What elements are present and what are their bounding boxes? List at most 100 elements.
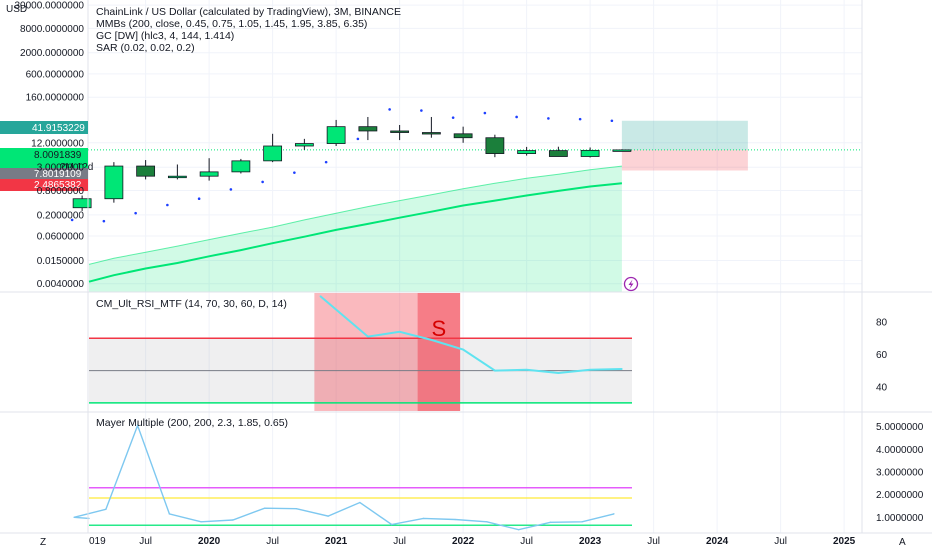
position-loss-zone xyxy=(621,149,748,171)
rsi-tick-label: 80 xyxy=(876,318,888,329)
sar-dot xyxy=(166,203,169,207)
time-tick-label: 2023 xyxy=(579,536,602,547)
time-tick-label: Jul xyxy=(520,536,533,547)
mayer-point xyxy=(232,519,234,521)
rsi-pane[interactable]: S xyxy=(89,293,632,411)
mayer-point xyxy=(263,507,266,509)
candle-body xyxy=(358,126,378,132)
price-tick-label: 0.2000000 xyxy=(37,210,85,221)
mayer-point xyxy=(73,516,75,518)
sar-dot xyxy=(578,117,582,121)
candle-body xyxy=(421,132,441,135)
rsi-point xyxy=(494,369,496,372)
time-tick-label: 2022 xyxy=(452,536,475,547)
rsi-sell-signal-zone xyxy=(417,293,461,411)
mmb-center-line xyxy=(88,182,623,283)
candle-body xyxy=(263,145,283,162)
time-tick-label: 2024 xyxy=(706,536,729,547)
rsi-point xyxy=(462,348,464,351)
time-tick-label: 2020 xyxy=(198,536,221,547)
mayer-legend[interactable]: Mayer Multiple (200, 200, 2.3, 1.85, 0.6… xyxy=(96,417,288,429)
mayer-point xyxy=(168,513,171,515)
sar-dot xyxy=(324,160,328,164)
mmb-band-fill xyxy=(89,166,622,292)
candle-body xyxy=(517,150,537,154)
price-tick-label: 30000.0000000 xyxy=(14,1,84,12)
mayer-point xyxy=(517,529,520,531)
mayer-point xyxy=(454,518,456,521)
sar-dot xyxy=(610,119,614,123)
mayer-tick-label: 4.0000000 xyxy=(876,445,924,456)
price-pane[interactable] xyxy=(70,108,862,292)
rsi-sell-signal-label: S xyxy=(432,316,447,341)
price-badges: 41.9153229 8.0091839 2M 12d 7.8019109 2.… xyxy=(0,121,93,191)
mayer-point xyxy=(422,517,425,520)
price-tick-label: 8000.0000000 xyxy=(20,24,84,35)
rsi-point xyxy=(589,368,591,371)
mayer-pane[interactable] xyxy=(73,423,632,531)
mayer-tick-label: 5.0000000 xyxy=(876,422,924,433)
candle-body xyxy=(485,137,505,154)
mayer-point xyxy=(359,501,361,504)
mayer-point xyxy=(295,507,298,510)
chart-title[interactable]: ChainLink / US Dollar (calculated by Tra… xyxy=(96,6,401,18)
candle-body xyxy=(548,150,568,157)
mayer-point xyxy=(390,523,393,526)
time-tick-label: 2021 xyxy=(325,536,348,547)
rsi-tick-label: 40 xyxy=(876,382,888,393)
candle-body xyxy=(390,130,410,133)
sar-dot xyxy=(388,108,391,111)
price-tick-label: 160.0000000 xyxy=(26,93,85,104)
stop-price-text: 2.4865382 xyxy=(34,180,82,191)
candle-body xyxy=(199,171,219,177)
time-tick-label: 019 xyxy=(89,536,106,547)
candle-body xyxy=(167,175,187,179)
sar-dot xyxy=(483,111,487,115)
lightning-icon[interactable] xyxy=(623,276,639,292)
price-tick-label: 12.0000000 xyxy=(31,138,84,149)
mayer-point xyxy=(200,521,202,523)
price-tick-label: 2000.0000000 xyxy=(20,48,84,59)
indicator-legend-sar[interactable]: SAR (0.02, 0.02, 0.2) xyxy=(96,42,195,54)
mmb-upper-band-line xyxy=(88,165,622,265)
position-profit-zone xyxy=(621,120,748,150)
price-tick-label: 0.0150000 xyxy=(37,256,85,267)
time-tick-label: Jul xyxy=(647,536,660,547)
mayer-tick-label: 1.0000000 xyxy=(876,513,924,524)
sar-dot xyxy=(70,218,74,222)
candle-body xyxy=(136,165,156,177)
mayer-point xyxy=(105,508,107,511)
entry-price-badge xyxy=(0,168,88,179)
target-price-badge xyxy=(0,121,88,134)
current-price-text: 8.0091839 xyxy=(34,150,82,161)
currency-label: USD xyxy=(6,4,27,15)
entry-price-text: 7.8019109 xyxy=(34,169,82,180)
rsi-legend[interactable]: CM_Ult_RSI_MTF (14, 70, 30, 60, D, 14) xyxy=(96,298,287,310)
time-tick-label: Jul xyxy=(393,536,406,547)
indicator-legend-mmbs[interactable]: MMBs (200, close, 0.45, 0.75, 1.05, 1.45… xyxy=(96,18,367,30)
rsi-tick-label: 60 xyxy=(876,350,888,361)
mayer-point xyxy=(327,515,329,517)
rsi-point xyxy=(367,335,369,338)
rsi-line xyxy=(319,295,622,375)
mayer-point xyxy=(486,521,488,523)
candle-body xyxy=(453,133,473,139)
rsi-point xyxy=(319,295,322,298)
indicator-legend-gc[interactable]: GC [DW] (hlc3, 4, 144, 1.414) xyxy=(96,30,234,42)
mayer-tick-label: 2.0000000 xyxy=(876,490,924,501)
time-tick-label: Jul xyxy=(774,536,787,547)
stop-price-badge xyxy=(0,179,88,191)
candle-body xyxy=(612,149,632,152)
mayer-point xyxy=(549,521,552,523)
auto-scale-button[interactable]: A xyxy=(899,537,906,548)
zoom-corner-button[interactable]: Z xyxy=(40,537,46,548)
mayer-point xyxy=(581,521,583,523)
sar-dot xyxy=(515,115,518,119)
rsi-point xyxy=(398,330,401,333)
candle-body xyxy=(231,160,251,173)
price-tick-label: 0.8000000 xyxy=(37,186,85,197)
grid-lines xyxy=(88,0,862,533)
